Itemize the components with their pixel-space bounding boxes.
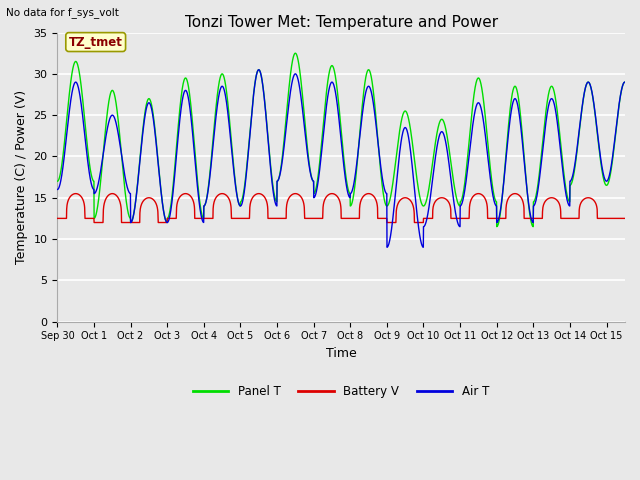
Battery V <box>296 192 303 198</box>
Air T <box>383 244 391 250</box>
Line: Panel T: Panel T <box>58 53 625 227</box>
Battery V <box>549 195 557 201</box>
Y-axis label: Temperature (C) / Power (V): Temperature (C) / Power (V) <box>15 90 28 264</box>
Battery V <box>152 201 160 206</box>
Line: Battery V: Battery V <box>58 193 625 223</box>
Battery V <box>621 216 628 221</box>
Panel T <box>493 224 500 229</box>
Air T <box>621 79 628 85</box>
Line: Air T: Air T <box>58 70 625 247</box>
Panel T <box>292 50 300 56</box>
Air T <box>118 156 126 162</box>
Panel T <box>271 195 279 201</box>
Air T <box>296 86 303 92</box>
Air T <box>255 67 262 72</box>
Panel T <box>118 158 126 164</box>
Legend: Panel T, Battery V, Air T: Panel T, Battery V, Air T <box>188 380 494 402</box>
Panel T <box>610 145 618 151</box>
Panel T <box>296 68 303 73</box>
Text: TZ_tmet: TZ_tmet <box>68 36 123 48</box>
Panel T <box>152 134 159 140</box>
Battery V <box>271 216 279 221</box>
Air T <box>152 137 159 143</box>
Air T <box>54 187 61 192</box>
Battery V <box>610 216 618 221</box>
Battery V <box>54 216 61 221</box>
Battery V <box>118 220 126 226</box>
X-axis label: Time: Time <box>326 347 356 360</box>
Battery V <box>90 220 98 226</box>
Panel T <box>549 85 557 91</box>
Air T <box>549 97 557 103</box>
Text: No data for f_sys_volt: No data for f_sys_volt <box>6 7 119 18</box>
Title: Tonzi Tower Met: Temperature and Power: Tonzi Tower Met: Temperature and Power <box>184 15 498 30</box>
Air T <box>271 200 279 205</box>
Panel T <box>621 79 628 85</box>
Air T <box>610 143 618 148</box>
Battery V <box>474 191 482 196</box>
Panel T <box>54 179 61 184</box>
